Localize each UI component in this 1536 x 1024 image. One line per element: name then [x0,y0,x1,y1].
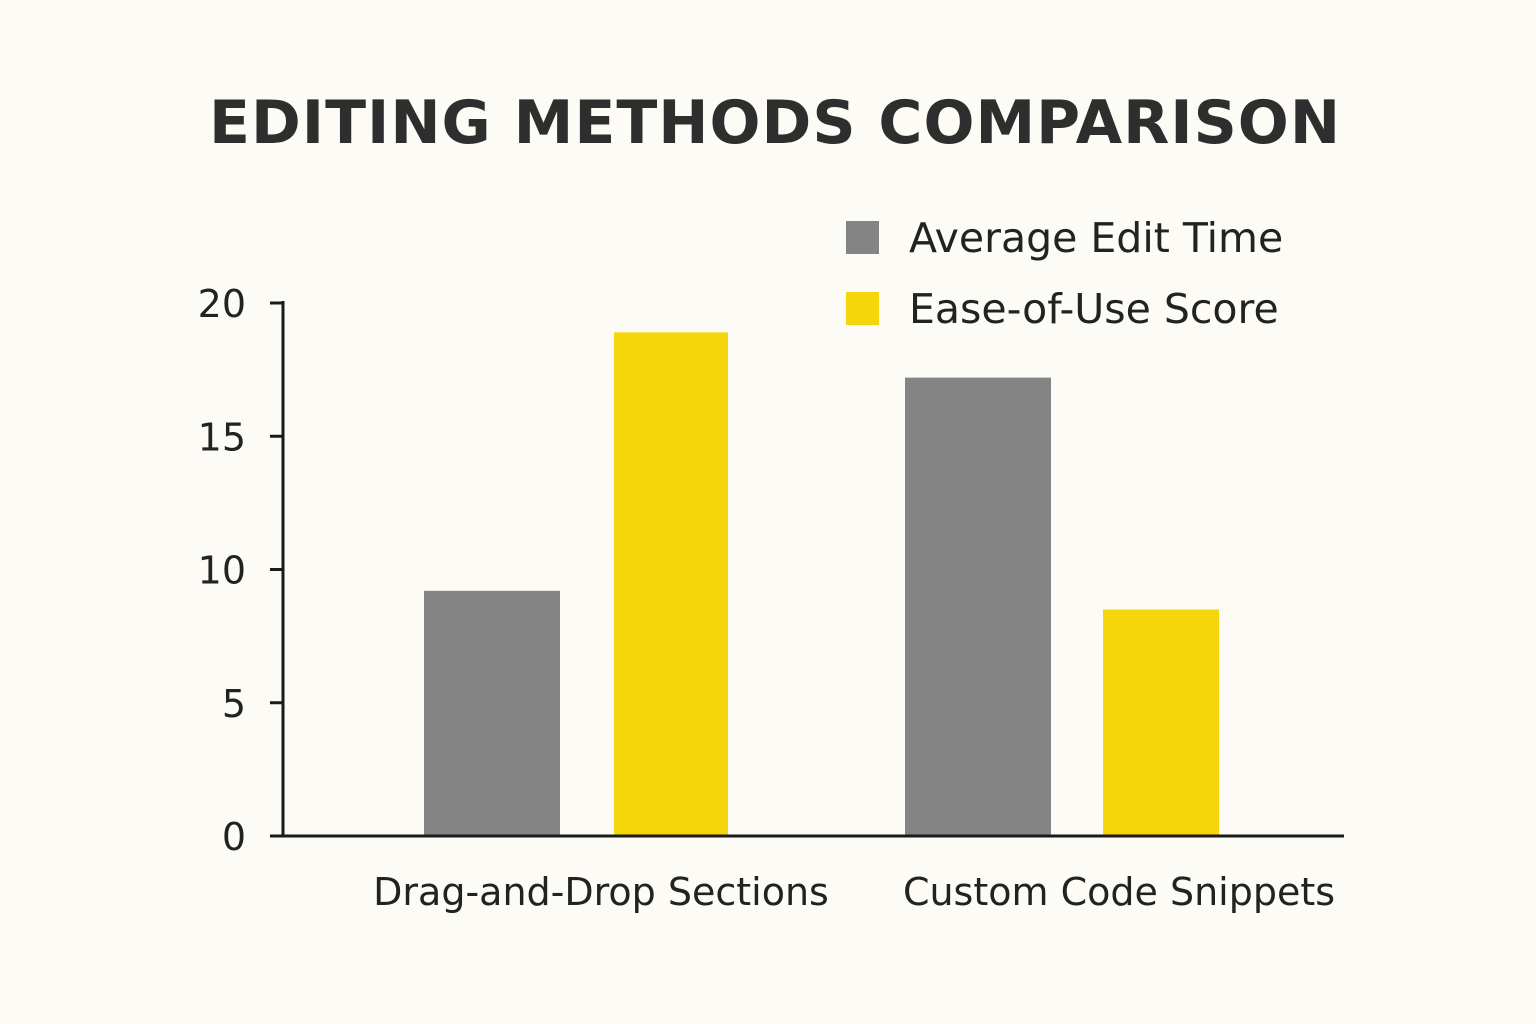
legend-swatch [846,292,879,325]
chart-title: EDITING METHODS COMPARISON [209,88,1341,158]
bar-ease-of-use-score-1 [1103,609,1219,836]
legend-swatch [846,221,879,254]
y-tick-label: 5 [222,682,246,726]
y-tick-label: 0 [222,815,246,859]
legend-label: Ease-of-Use Score [909,285,1279,333]
category-label: Drag-and-Drop Sections [373,870,829,914]
bars [424,332,1219,836]
y-tick-label: 10 [198,549,246,593]
legend: Average Edit Time Ease-of-Use Score [846,214,1283,333]
bar-ease-of-use-score-0 [614,332,728,836]
category-label: Custom Code Snippets [903,870,1335,914]
x-axis: Drag-and-Drop Sections Custom Code Snippe… [270,834,1344,914]
bar-average-edit-time-0 [424,590,560,836]
y-tick-label: 15 [198,415,246,459]
y-tick-label: 20 [198,282,246,326]
bar-average-edit-time-1 [905,377,1051,836]
y-axis: 0 5 10 15 20 [198,282,285,859]
x-labels: Drag-and-Drop Sections Custom Code Snippe… [373,870,1335,914]
legend-label: Average Edit Time [909,214,1283,262]
y-ticks: 0 5 10 15 20 [198,282,283,859]
